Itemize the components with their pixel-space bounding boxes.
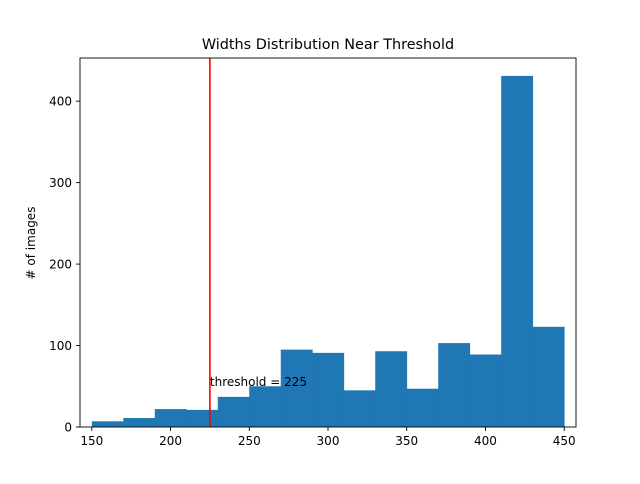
histogram-bar <box>406 388 439 427</box>
histogram-bar <box>91 421 124 427</box>
histogram-bar <box>217 396 250 427</box>
histogram-bar <box>343 390 376 427</box>
threshold-label: threshold = 225 <box>210 375 307 389</box>
chart-title: Widths Distribution Near Threshold <box>202 37 454 53</box>
y-axis-label: # of images <box>24 207 38 280</box>
histogram-bar <box>375 351 408 427</box>
histogram-bar <box>280 349 313 427</box>
x-tick-label: 300 <box>317 434 340 448</box>
y-tick-label: 400 <box>49 95 72 109</box>
histogram-bar <box>249 386 282 427</box>
x-tick-label: 200 <box>159 434 182 448</box>
histogram-bar <box>123 418 156 427</box>
x-tick-label: 250 <box>238 434 261 448</box>
histogram-bar <box>532 326 565 427</box>
y-tick-label: 0 <box>64 421 72 435</box>
histogram-bar <box>154 409 187 427</box>
x-tick-label: 150 <box>80 434 103 448</box>
bars-group <box>91 75 565 427</box>
histogram-bar <box>312 352 345 427</box>
x-tick-label: 400 <box>474 434 497 448</box>
histogram-bar <box>469 354 502 427</box>
y-tick-label: 200 <box>49 258 72 272</box>
x-tick-label: 350 <box>395 434 418 448</box>
x-tick-label: 450 <box>553 434 576 448</box>
y-tick-label: 300 <box>49 176 72 190</box>
histogram-bar <box>438 343 471 427</box>
y-tick-label: 100 <box>49 339 72 353</box>
x-axis-ticks: 150 200 250 300 350 400 450 <box>80 427 576 448</box>
threshold-group: threshold = 225 <box>209 58 307 427</box>
y-axis-ticks: 0 100 200 300 400 <box>49 95 80 435</box>
histogram-bar <box>186 409 219 427</box>
histogram-bar <box>501 75 534 427</box>
